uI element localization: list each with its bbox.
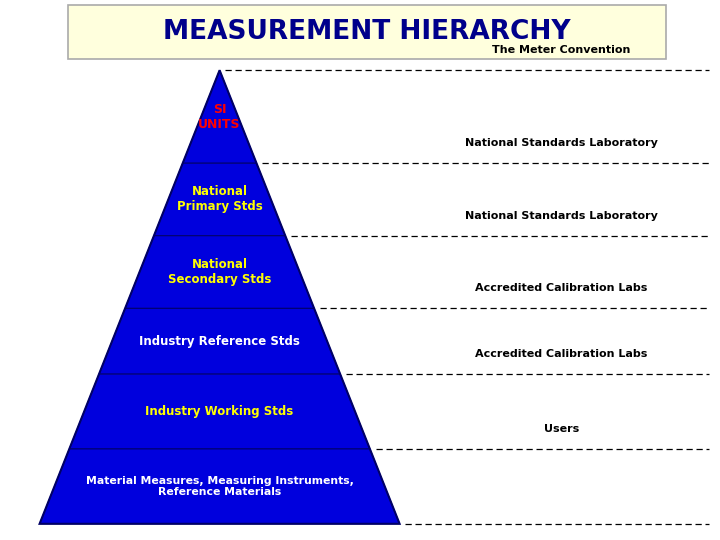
Text: National Standards Laboratory: National Standards Laboratory: [465, 138, 658, 148]
Polygon shape: [99, 308, 341, 374]
Text: Accredited Calibration Labs: Accredited Calibration Labs: [475, 349, 648, 359]
Polygon shape: [40, 449, 400, 524]
Polygon shape: [154, 163, 285, 236]
FancyBboxPatch shape: [68, 5, 666, 59]
Text: National
Secondary Stds: National Secondary Stds: [168, 258, 271, 286]
Text: The Meter Convention: The Meter Convention: [492, 45, 631, 55]
Text: Users: Users: [544, 424, 579, 434]
Text: Industry Working Stds: Industry Working Stds: [145, 405, 294, 418]
Polygon shape: [69, 374, 370, 449]
Polygon shape: [183, 70, 256, 163]
Text: Material Measures, Measuring Instruments,
Reference Materials: Material Measures, Measuring Instruments…: [86, 476, 354, 497]
Text: SI
UNITS: SI UNITS: [198, 103, 241, 131]
Text: MEASUREMENT HIERARCHY: MEASUREMENT HIERARCHY: [163, 19, 571, 45]
Text: Accredited Calibration Labs: Accredited Calibration Labs: [475, 283, 648, 293]
Text: National
Primary Stds: National Primary Stds: [176, 185, 263, 213]
Text: Industry Reference Stds: Industry Reference Stds: [139, 335, 300, 348]
Text: National Standards Laboratory: National Standards Laboratory: [465, 211, 658, 221]
Polygon shape: [125, 236, 314, 308]
